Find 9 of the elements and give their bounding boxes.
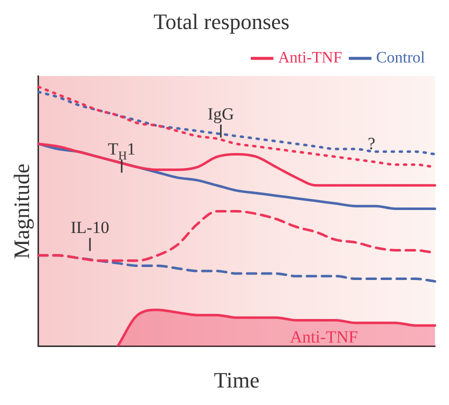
legend-label: Control [376, 50, 426, 67]
annotation: IL-10 [70, 218, 110, 237]
annotation: ? [368, 134, 376, 154]
annotation: IgG [208, 104, 234, 124]
chart-title: Total responses [154, 8, 290, 34]
x-axis-title: Time [214, 368, 260, 393]
y-axis-title: Magnitude [8, 164, 34, 259]
annotation: Anti-TNF [290, 327, 358, 346]
legend-label: Anti-TNF [278, 50, 342, 67]
